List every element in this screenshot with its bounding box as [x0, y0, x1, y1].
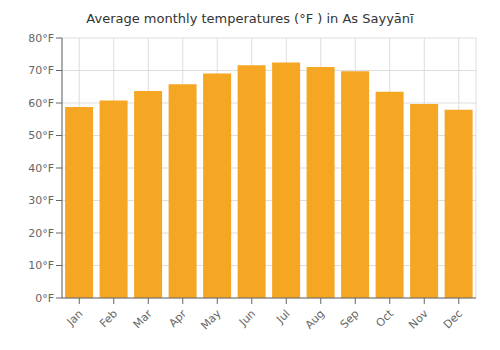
svg-text:Aug: Aug: [303, 307, 327, 331]
svg-text:50°F: 50°F: [28, 129, 54, 142]
svg-text:0°F: 0°F: [35, 292, 54, 305]
svg-text:Apr: Apr: [166, 307, 189, 330]
svg-text:Dec: Dec: [441, 307, 465, 331]
svg-text:May: May: [198, 307, 224, 333]
svg-text:Mar: Mar: [131, 307, 155, 331]
svg-text:Feb: Feb: [97, 307, 120, 330]
svg-text:Nov: Nov: [406, 307, 431, 332]
svg-text:70°F: 70°F: [28, 64, 54, 77]
svg-text:30°F: 30°F: [28, 194, 54, 207]
svg-text:60°F: 60°F: [28, 97, 54, 110]
svg-text:10°F: 10°F: [28, 259, 54, 272]
html-text:Average monthly temperatures (: Average monthly temperatures (°F ) in As…: [86, 11, 414, 26]
svg-text:80°F: 80°F: [28, 32, 54, 45]
svg-text:Jun: Jun: [236, 307, 258, 329]
svg-text:20°F: 20°F: [28, 227, 54, 240]
svg-text:40°F: 40°F: [28, 162, 54, 175]
svg-text:Sep: Sep: [338, 307, 362, 331]
svg-text:Oct: Oct: [373, 307, 396, 330]
svg-text:Jul: Jul: [273, 307, 292, 326]
svg-text:Jan: Jan: [64, 307, 86, 329]
